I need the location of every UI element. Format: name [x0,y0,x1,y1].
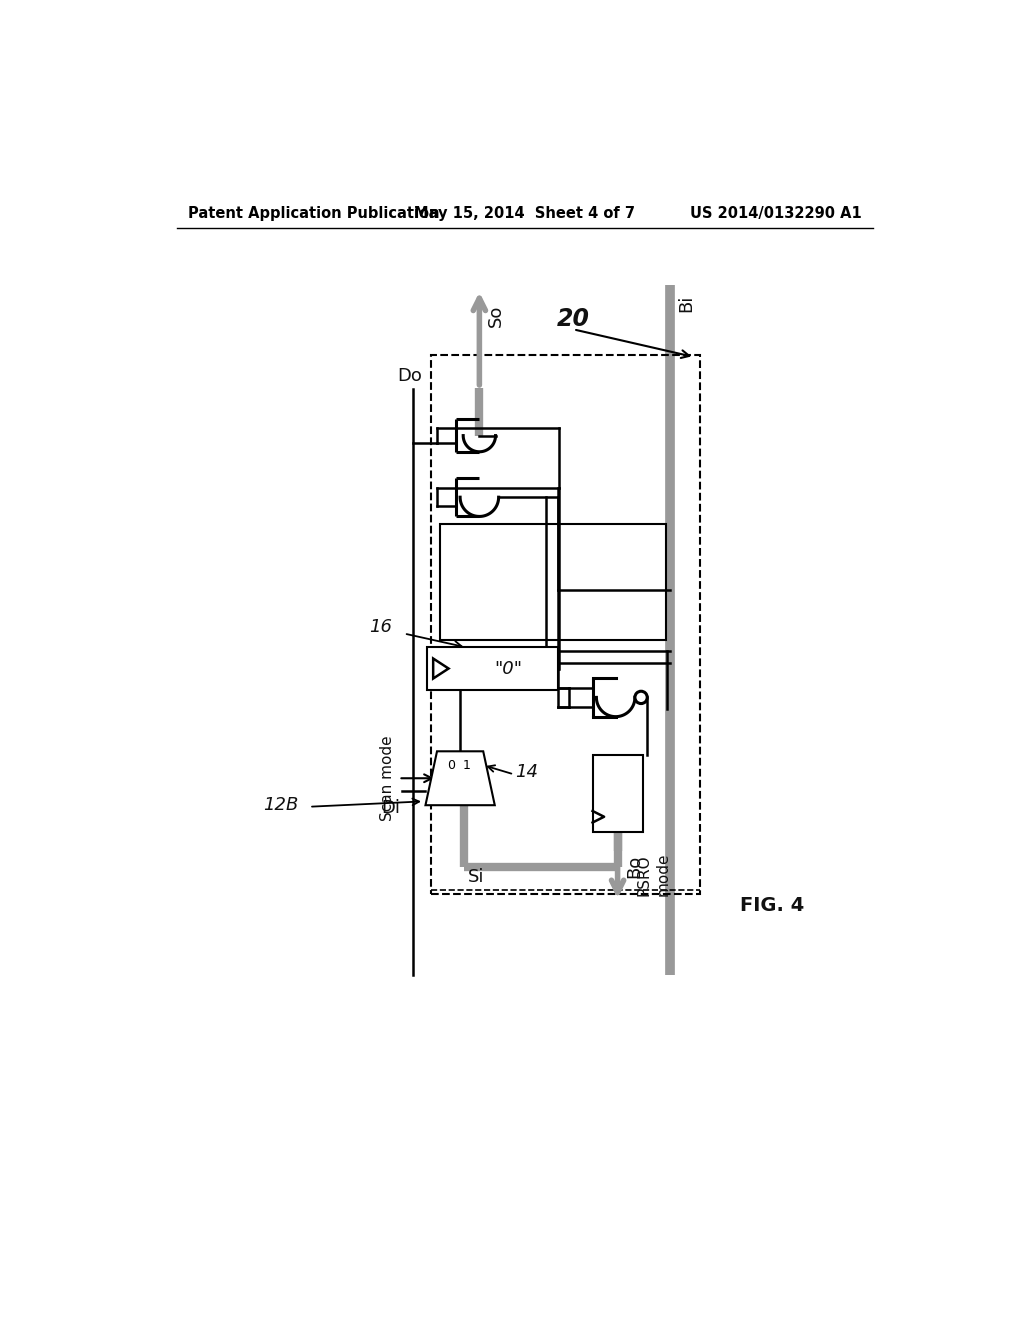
Text: Si: Si [468,869,484,886]
Text: 20: 20 [556,306,590,330]
Text: Bo: Bo [626,855,643,878]
Text: 12B: 12B [263,796,298,814]
Polygon shape [433,659,449,678]
Text: "0": "0" [495,660,522,677]
Text: Bi: Bi [677,294,695,312]
Bar [431,355,700,894]
Text: So: So [487,305,505,327]
Text: 0: 0 [446,759,455,772]
Polygon shape [425,751,495,805]
Text: 16: 16 [370,618,392,635]
Text: 14: 14 [515,763,539,781]
Bar [593,755,643,832]
Text: Do: Do [397,367,422,385]
Text: FIG. 4: FIG. 4 [740,896,805,915]
Text: Scan mode: Scan mode [380,735,394,821]
Text: Patent Application Publication: Patent Application Publication [188,206,440,222]
Bar [427,647,558,689]
Text: May 15, 2014  Sheet 4 of 7: May 15, 2014 Sheet 4 of 7 [415,206,635,222]
Text: PSRO
mode: PSRO mode [636,853,671,896]
Bar [440,524,666,640]
Circle shape [635,692,647,704]
Text: Di: Di [381,799,400,817]
Text: 1: 1 [463,759,470,772]
Text: US 2014/0132290 A1: US 2014/0132290 A1 [690,206,862,222]
